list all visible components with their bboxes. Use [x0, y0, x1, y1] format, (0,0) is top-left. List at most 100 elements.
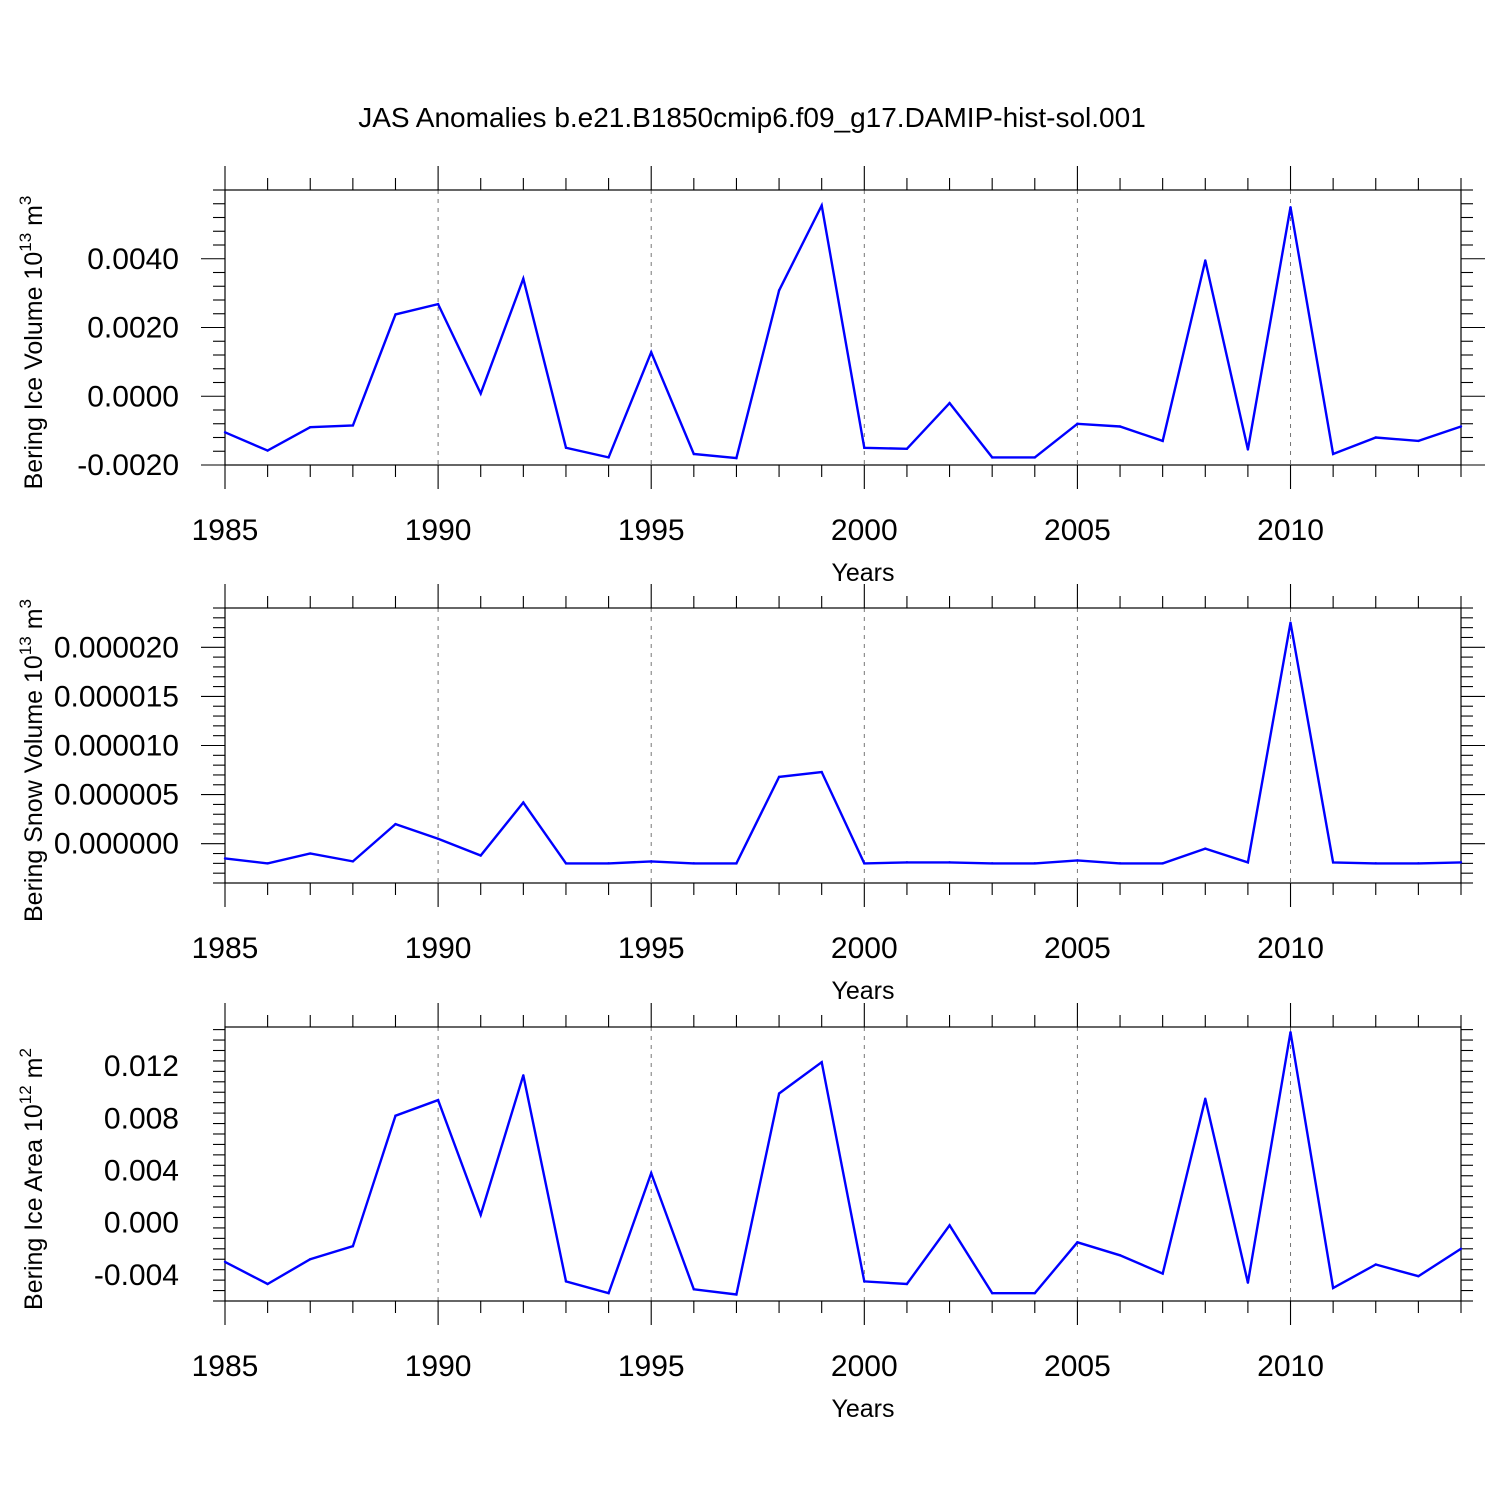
data-point: [266, 1282, 269, 1286]
data-point: [436, 837, 440, 841]
data-point: [266, 449, 269, 452]
data-point: [436, 302, 440, 306]
data-point: [223, 1260, 227, 1264]
data-point: [1161, 439, 1164, 443]
data-point: [564, 862, 568, 865]
series-line: [224, 1031, 1462, 1296]
data-point: [394, 822, 397, 826]
data-point: [479, 1213, 482, 1217]
y-tick-label: -0.0020: [77, 449, 179, 482]
data-point: [1331, 1286, 1335, 1290]
x-tick-label: 1985: [192, 514, 259, 547]
data-point: [1459, 861, 1463, 864]
data-point: [1033, 1291, 1036, 1295]
x-axis-label: Years: [831, 1395, 894, 1423]
data-point: [650, 351, 653, 354]
data-point: [436, 1098, 440, 1102]
data-point: [1417, 1275, 1420, 1278]
y-tick-label: -0.004: [94, 1259, 179, 1292]
data-point: [990, 1291, 994, 1295]
data-point: [1246, 1281, 1250, 1284]
y-tick-label: 0.000005: [54, 779, 179, 812]
x-tick-label: 1995: [618, 514, 685, 547]
data-point: [735, 1293, 738, 1296]
x-tick-label: 1990: [405, 932, 472, 965]
data-point: [1374, 1263, 1377, 1266]
data-point: [863, 1280, 866, 1283]
y-tick-label: 0.000: [104, 1207, 179, 1240]
chart-panels: 1985 1990 1995 2000 2005 2010 -0.0020 0.0000 0.0…: [16, 166, 1485, 1423]
plot-frame: [224, 1026, 1462, 1302]
y-tick-label: 0.000020: [54, 631, 179, 664]
y-tick-label: 0.0020: [87, 312, 179, 345]
data-point: [1417, 862, 1420, 865]
series-line: [224, 201, 1462, 460]
data-point: [309, 1258, 312, 1261]
data-point: [522, 277, 525, 280]
plot-frame: [224, 607, 1462, 884]
data-point: [394, 313, 397, 316]
data-point: [1289, 1031, 1292, 1034]
y-tick-label: 0.0040: [87, 243, 179, 276]
data-point: [1289, 205, 1292, 209]
data-point: [1204, 259, 1207, 262]
data-point: [1204, 1097, 1207, 1100]
data-point: [692, 452, 696, 456]
data-point: [692, 1288, 696, 1291]
data-point: [1161, 862, 1164, 865]
data-point: [1033, 862, 1036, 865]
data-point: [266, 862, 269, 865]
data-point: [692, 862, 696, 865]
data-point: [607, 456, 610, 459]
series-line: [224, 622, 1462, 865]
chart-panel-2: 1985 1990 1995 2000 2005 2010 0.000000 0.000005…: [16, 584, 1485, 1005]
data-point: [905, 447, 909, 451]
data-point: [1161, 1272, 1164, 1275]
x-tick-label: 2000: [831, 514, 898, 547]
data-point: [394, 1114, 397, 1117]
data-point: [479, 854, 482, 857]
data-point: [948, 1224, 951, 1227]
data-point: [564, 446, 568, 450]
y-tick-label: 0.000010: [54, 730, 179, 763]
x-tick-label: 2005: [1044, 932, 1111, 965]
x-tick-label: 2005: [1044, 1350, 1111, 1383]
data-point: [1204, 847, 1207, 850]
y-axis-label: Bering Snow Volume 1013 m3: [16, 599, 48, 922]
data-point: [777, 775, 781, 779]
data-point: [1076, 422, 1079, 425]
figure-title: JAS Anomalies b.e21.B1850cmip6.f09_g17.D…: [358, 102, 1146, 133]
data-point: [650, 860, 653, 863]
x-axis-label: Years: [831, 559, 894, 587]
y-axis-label: Bering Ice Area 1012 m2: [16, 1048, 48, 1310]
data-point: [905, 1282, 909, 1286]
data-point: [1374, 436, 1377, 439]
x-tick-label: 1985: [192, 932, 259, 965]
data-point: [990, 862, 994, 865]
x-axis-label: Years: [831, 977, 894, 1005]
data-point: [223, 857, 227, 860]
y-axis-label: Bering Ice Volume 1013 m3: [16, 196, 48, 490]
data-point: [650, 1171, 653, 1175]
data-point: [1076, 1241, 1079, 1244]
data-point: [1118, 1254, 1122, 1257]
data-point: [777, 289, 781, 292]
data-point: [905, 861, 909, 864]
data-point: [351, 1245, 355, 1248]
data-point: [1417, 439, 1420, 443]
x-tick-label: 1995: [618, 932, 685, 965]
data-point: [1118, 425, 1122, 428]
data-point: [522, 1074, 525, 1077]
data-point: [1033, 456, 1036, 459]
data-point: [948, 401, 951, 405]
x-tick-label: 2010: [1257, 1350, 1324, 1383]
data-point: [990, 456, 994, 459]
x-tick-label: 2000: [831, 1350, 898, 1383]
x-tick-label: 2010: [1257, 514, 1324, 547]
data-point: [607, 1291, 610, 1295]
x-tick-label: 1995: [618, 1350, 685, 1383]
y-tick-label: 0.012: [104, 1050, 179, 1083]
data-point: [1246, 861, 1250, 864]
data-point: [522, 801, 525, 804]
y-tick-label: 0.004: [104, 1155, 179, 1188]
